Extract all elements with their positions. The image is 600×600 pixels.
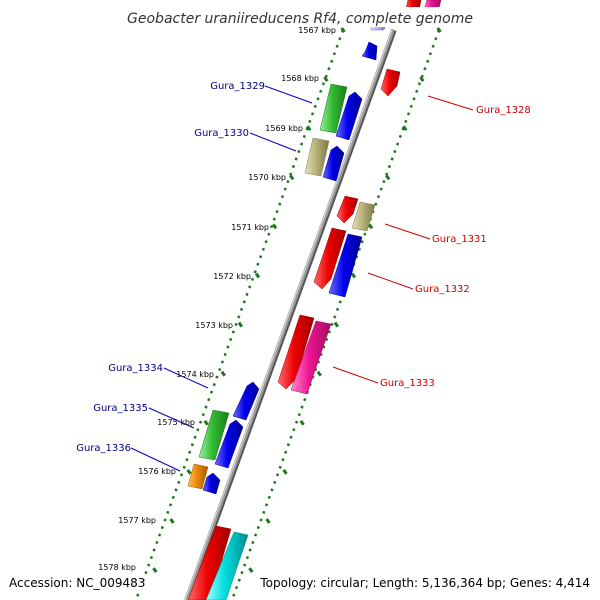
connector-gura-1335 bbox=[148, 407, 195, 429]
tick-label: 1568 kbp bbox=[281, 74, 319, 83]
connector-gura-1332 bbox=[367, 272, 414, 290]
outer-track-tick bbox=[402, 125, 408, 132]
gene-feature-red[interactable] bbox=[277, 314, 315, 390]
gene-feature-red[interactable] bbox=[380, 68, 401, 97]
gene-feature-red[interactable] bbox=[187, 525, 232, 600]
connector-gura-1328 bbox=[427, 95, 474, 111]
tick-marks bbox=[152, 27, 442, 573]
forward-strand-genes bbox=[187, 20, 388, 495]
tick-label: 1573 kbp bbox=[195, 321, 233, 330]
outer-track-tick bbox=[367, 223, 374, 230]
map-title: Geobacter uraniireducens Rf4, complete g… bbox=[127, 11, 473, 27]
gene-feature-blue[interactable] bbox=[335, 91, 363, 141]
tick-label: 1576 kbp bbox=[138, 467, 176, 476]
gene-feature-olive[interactable] bbox=[351, 201, 376, 232]
gene-label-gura-1330[interactable]: Gura_1330 bbox=[194, 128, 249, 139]
connector-gura-1329 bbox=[264, 85, 313, 104]
inner-dotted-track bbox=[134, 29, 345, 600]
gene-label-gura-1328[interactable]: Gura_1328 bbox=[476, 105, 531, 116]
outer-track-tick bbox=[265, 518, 271, 524]
gene-feature-cyan[interactable] bbox=[205, 531, 249, 600]
tick-label: 1569 kbp bbox=[265, 124, 303, 133]
outer-track-tick bbox=[385, 174, 391, 181]
connector-gura-1333 bbox=[332, 366, 379, 384]
gene-feature-olive[interactable] bbox=[304, 137, 330, 177]
inner-track-tick bbox=[186, 469, 192, 475]
title-block: Geobacter uraniireducens Rf4, complete g… bbox=[127, 7, 473, 27]
gene-feature-red[interactable] bbox=[336, 195, 359, 224]
accession-text: Accession: NC_009483 bbox=[9, 576, 145, 590]
inner-track-tick bbox=[271, 223, 278, 230]
inner-track-tick bbox=[289, 174, 295, 181]
accession-background bbox=[6, 574, 144, 591]
gene-feature-red[interactable] bbox=[313, 227, 347, 290]
tick-label: 1575 kbp bbox=[157, 418, 195, 427]
connector-gura-1330 bbox=[249, 132, 297, 152]
gene-feature-blue[interactable] bbox=[322, 145, 345, 182]
genome-backbone bbox=[184, 29, 395, 600]
gene-feature-pink[interactable] bbox=[290, 320, 332, 395]
gene-feature-blue[interactable] bbox=[232, 381, 260, 421]
outer-track-tick bbox=[282, 469, 288, 475]
gene-feature-green[interactable] bbox=[198, 409, 230, 461]
track-layer bbox=[134, 29, 441, 600]
gene-feature-blue[interactable] bbox=[361, 41, 378, 61]
tick-label: 1567 kbp bbox=[298, 26, 336, 35]
gene-feature-orange[interactable] bbox=[187, 463, 209, 490]
tick-label: 1574 kbp bbox=[176, 370, 214, 379]
summary-background bbox=[258, 574, 592, 591]
inner-track-tick bbox=[220, 370, 226, 377]
tick-label: 1572 kbp bbox=[213, 272, 251, 281]
outer-track-tick bbox=[316, 370, 322, 377]
inner-track-tick bbox=[203, 419, 209, 426]
title-background bbox=[128, 7, 472, 27]
gene-feature-blue[interactable] bbox=[328, 233, 363, 298]
outer-track-tick bbox=[333, 321, 340, 328]
inner-track-tick bbox=[323, 76, 329, 82]
connector-layer bbox=[130, 85, 474, 472]
tick-label: 1571 kbp bbox=[231, 223, 269, 232]
inner-track-tick bbox=[340, 27, 346, 33]
connector-gura-1331 bbox=[384, 223, 431, 240]
tick-label: 1570 kbp bbox=[248, 173, 286, 182]
gene-label-gura-1334[interactable]: Gura_1334 bbox=[108, 363, 163, 374]
gene-label-gura-1333[interactable]: Gura_1333 bbox=[380, 378, 435, 389]
footer-block: Accession: NC_009483 Topology: circular;… bbox=[6, 574, 592, 591]
tick-label: 1578 kbp bbox=[98, 563, 136, 572]
outer-track-tick bbox=[350, 272, 357, 279]
inner-track-tick bbox=[254, 272, 261, 279]
gene-feature-blue[interactable] bbox=[214, 419, 244, 469]
tick-label: 1577 kbp bbox=[118, 516, 156, 525]
connector-gura-1334 bbox=[163, 367, 209, 389]
gene-feature-green[interactable] bbox=[319, 83, 348, 134]
inner-track-tick bbox=[169, 518, 175, 524]
reverse-gene-labels: Gura_1328 Gura_1331 Gura_1332 Gura_1333 bbox=[380, 105, 531, 389]
inner-track-tick bbox=[306, 125, 312, 132]
genome-summary-text: Topology: circular; Length: 5,136,364 bp… bbox=[259, 576, 590, 590]
connector-gura-1336 bbox=[130, 447, 181, 472]
outer-dotted-track bbox=[230, 29, 441, 600]
outer-track-tick bbox=[299, 419, 305, 426]
gene-label-gura-1329[interactable]: Gura_1329 bbox=[210, 81, 265, 92]
forward-gene-labels: Gura_1329 Gura_1330 Gura_1334 Gura_1335 … bbox=[76, 81, 265, 454]
outer-track-tick bbox=[436, 27, 442, 33]
gene-label-gura-1336[interactable]: Gura_1336 bbox=[76, 443, 131, 454]
backbone-highlight bbox=[184, 29, 393, 600]
inner-track-tick bbox=[152, 567, 158, 573]
gene-label-gura-1331[interactable]: Gura_1331 bbox=[432, 234, 487, 245]
outer-track-tick bbox=[248, 567, 254, 573]
gene-label-gura-1335[interactable]: Gura_1335 bbox=[93, 403, 148, 414]
gene-label-gura-1332[interactable]: Gura_1332 bbox=[415, 284, 470, 295]
outer-track-tick bbox=[419, 76, 425, 82]
kbp-tick-labels: 1567 kbp 1568 kbp 1569 kbp 1570 kbp 1571… bbox=[98, 26, 336, 572]
inner-track-tick bbox=[237, 321, 244, 328]
reverse-strand-genes bbox=[187, 0, 442, 600]
gene-feature-blue[interactable] bbox=[202, 472, 221, 495]
